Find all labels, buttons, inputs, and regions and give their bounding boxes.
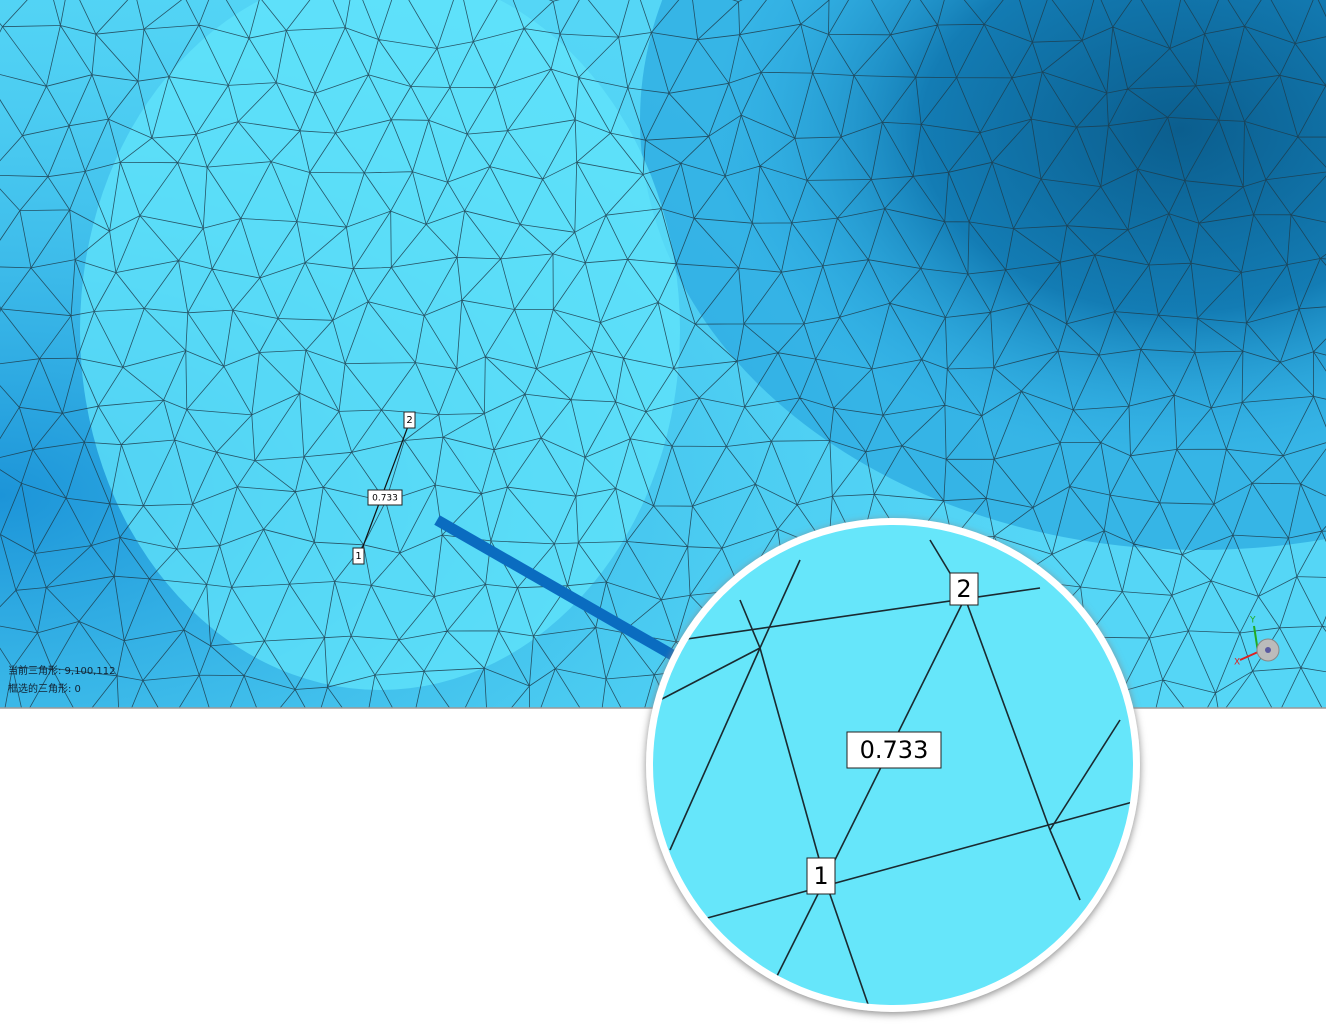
label-box [403,411,416,429]
point-label: 2 [956,575,971,603]
label-box [352,547,365,565]
magnifier: 2 0.733 1 [653,525,1133,1005]
measure-line [358,420,411,558]
axis-gizmo: X Y [1234,616,1280,668]
point-label: 1 [355,551,361,562]
viewport: 2 0.733 1 当前三角形: 9,100,112 框选的三角形: 0 X Y [0,0,1326,708]
axis-label: X [1234,658,1240,668]
label-box [806,857,836,895]
point-label: 2 [406,415,412,426]
label-box [949,572,979,606]
distance-label: 0.733 [860,736,929,764]
label-box [846,731,942,769]
status-text: 当前三角形: 9,100,112 [8,664,115,677]
distance-label: 0.733 [372,494,398,504]
status-text: 框选的三角形: 0 [8,682,81,695]
point-label: 1 [813,862,828,890]
mesh-edges [0,0,1326,708]
label-box [367,489,403,506]
axis-label: Y [1249,616,1256,626]
mesh [0,0,1326,708]
